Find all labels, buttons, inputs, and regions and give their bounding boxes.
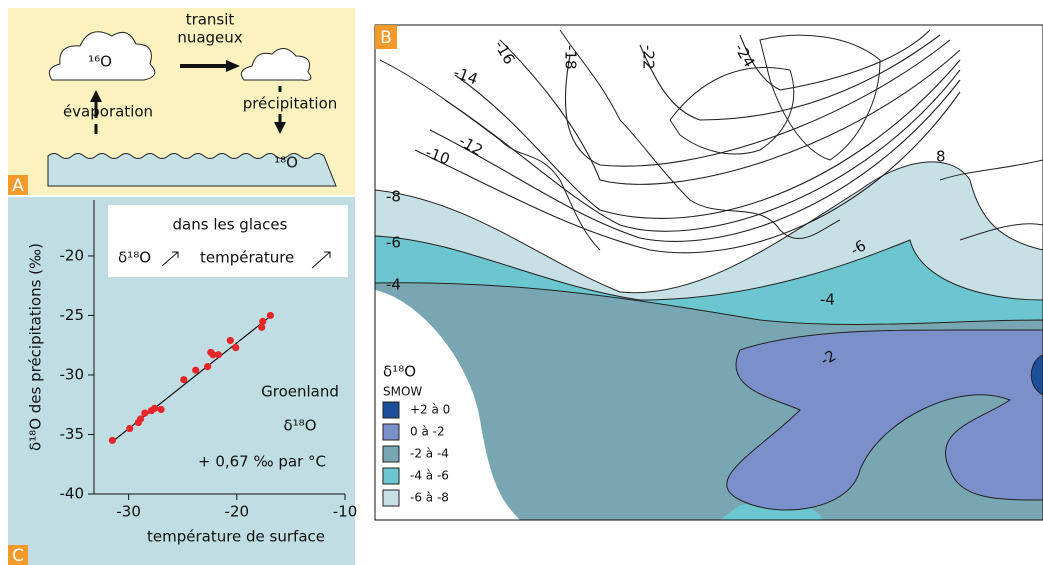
point — [232, 344, 239, 351]
isotope-label: ¹⁸O — [274, 154, 298, 172]
legend-swatch — [383, 424, 399, 440]
box-text: dans les glaces — [173, 216, 288, 234]
x-tick-label: -10 — [333, 503, 358, 521]
legend-label: 0 à -2 — [410, 425, 445, 439]
contour-label: -4 — [386, 276, 401, 294]
point — [137, 415, 144, 422]
point — [192, 367, 199, 374]
legend-swatch — [383, 446, 399, 462]
contour-label: -22 — [640, 45, 658, 70]
legend-title: δ¹⁸O — [383, 363, 416, 381]
panel-label: A — [12, 176, 24, 196]
contour-label: -8 — [386, 188, 401, 206]
x-tick-label: -20 — [225, 503, 250, 521]
panel-label: B — [380, 28, 392, 48]
map: B -16-18-22-24-14-12-10-8-6-48-6-4-2 δ¹⁸… — [375, 25, 1043, 520]
isotope-label: ¹⁶O — [88, 53, 112, 71]
annotation: Groenland — [261, 383, 339, 401]
point — [204, 363, 211, 370]
y-tick-label: -20 — [60, 246, 85, 264]
y-tick-label: -25 — [60, 306, 85, 324]
contour-label: -6 — [386, 234, 401, 252]
figure: transit nuageux ¹⁶O ¹⁸O évaporation préc… — [0, 0, 1043, 565]
y-tick-label: -40 — [60, 485, 85, 503]
annotation: δ¹⁸O — [283, 417, 316, 435]
y-tick-label: -30 — [60, 365, 85, 383]
point — [180, 376, 187, 383]
transit-text: nuageux — [177, 29, 242, 47]
legend-subtitle: SMOW — [383, 385, 422, 399]
y-tick-label: -35 — [60, 425, 85, 443]
legend-label: -4 à -6 — [410, 469, 449, 483]
legend-label: -2 à -4 — [410, 447, 449, 461]
y-axis-label: δ¹⁸O des précipitations (‰) — [27, 243, 45, 451]
point — [227, 337, 234, 344]
x-axis-label: température de surface — [147, 528, 325, 546]
point — [141, 409, 148, 416]
contour-label: -18 — [562, 45, 580, 70]
point — [157, 406, 164, 413]
legend-label: +2 à 0 — [410, 403, 450, 417]
annotation: + 0,67 ‰ par °C — [198, 453, 326, 471]
box-text: δ¹⁸O — [118, 249, 151, 267]
panel-label: C — [12, 546, 24, 565]
x-tick-label: -30 — [116, 503, 141, 521]
contour-label: 8 — [936, 148, 946, 166]
point — [267, 312, 274, 319]
contour-label: -4 — [820, 291, 835, 309]
point — [126, 425, 133, 432]
box-text: température — [200, 249, 294, 267]
legend-swatch — [383, 490, 399, 506]
evaporation-label: évaporation — [63, 103, 153, 121]
point — [259, 318, 266, 325]
legend-swatch — [383, 468, 399, 484]
point — [215, 351, 222, 358]
point — [151, 405, 158, 412]
legend-label: -6 à -8 — [410, 491, 449, 505]
precipitation-label: précipitation — [243, 95, 338, 113]
point — [109, 437, 116, 444]
legend-swatch — [383, 402, 399, 418]
transit-text: transit — [186, 11, 235, 29]
